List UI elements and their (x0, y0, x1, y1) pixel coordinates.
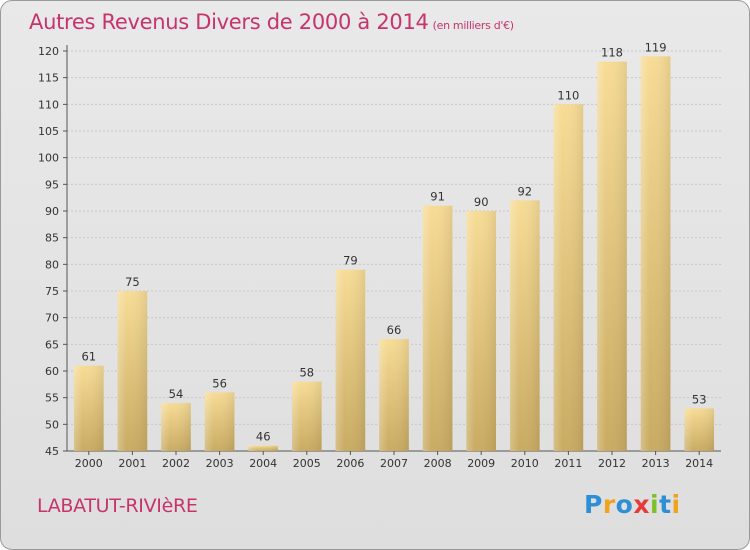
y-tick-label: 110 (38, 98, 59, 111)
x-tick-label: 2000 (75, 457, 103, 470)
y-tick-label: 100 (38, 152, 59, 165)
y-tick-label: 105 (38, 125, 59, 138)
value-label: 91 (430, 190, 445, 204)
value-label: 90 (474, 195, 489, 209)
value-label: 54 (169, 387, 184, 401)
x-tick-label: 2009 (467, 457, 495, 470)
x-tick-label: 2001 (118, 457, 146, 470)
bar-shade (553, 104, 584, 451)
x-axis-ticks: 2000 2001 2002 2003 2004 2005 2006 2007 2008 2009… (75, 451, 713, 470)
y-tick-label: 65 (45, 338, 59, 351)
logo-letter: i (671, 490, 681, 519)
bar-shade (640, 56, 671, 451)
logo-letter: r (602, 490, 616, 519)
y-tick-label: 80 (45, 258, 59, 271)
bars (73, 56, 715, 452)
x-tick-label: 2003 (206, 457, 234, 470)
value-labels: 61 75 54 56 46 58 79 66 91 90 92 110 118 119 53 (81, 40, 706, 443)
x-tick-label: 2004 (249, 457, 277, 470)
value-label: 53 (692, 392, 707, 406)
bar-shade (422, 205, 453, 451)
y-tick-label: 85 (45, 232, 59, 245)
value-label: 46 (256, 430, 271, 444)
y-tick-label: 60 (45, 365, 59, 378)
logo-letter: x (633, 490, 650, 519)
value-label: 119 (645, 40, 667, 54)
x-tick-label: 2005 (293, 457, 321, 470)
y-tick-label: 95 (45, 178, 59, 191)
proxiti-logo: Proxiti (584, 490, 681, 519)
bar-shade (335, 269, 366, 451)
value-label: 66 (387, 323, 402, 337)
bar-shade (291, 381, 322, 451)
logo-letter: i (650, 490, 660, 519)
bar-shade (73, 365, 104, 451)
y-tick-label: 70 (45, 312, 59, 325)
chart-title: Autres Revenus Divers de 2000 à 2014 (en … (29, 10, 514, 34)
logo-letter: P (584, 490, 603, 519)
bar-shade (684, 408, 715, 451)
bar-shade (509, 200, 540, 451)
x-tick-label: 2006 (336, 457, 364, 470)
bar-shade (248, 445, 279, 451)
value-label: 79 (343, 254, 358, 268)
y-tick-label: 120 (38, 45, 59, 58)
logo-letter: t (659, 490, 672, 519)
value-label: 118 (601, 46, 623, 60)
y-tick-label: 75 (45, 285, 59, 298)
x-tick-label: 2013 (642, 457, 670, 470)
chart-title-text: Autres Revenus Divers de 2000 à 2014 (29, 10, 429, 34)
y-axis-ticks: 45 50 55 60 65 70 75 80 85 90 95 100 105 110 115 120 (38, 45, 67, 458)
y-tick-label: 45 (45, 445, 59, 458)
value-label: 61 (81, 350, 96, 364)
value-label: 75 (125, 275, 140, 289)
y-tick-label: 50 (45, 418, 59, 431)
y-tick-label: 55 (45, 392, 59, 405)
x-tick-label: 2010 (511, 457, 539, 470)
value-label: 56 (212, 376, 227, 390)
value-label: 92 (517, 184, 532, 198)
logo-letter: o (615, 490, 634, 519)
commune-name: LABATUT-RIVIèRE (37, 495, 198, 517)
bar-shade (117, 291, 148, 451)
bar-shade (204, 392, 235, 451)
x-tick-label: 2008 (424, 457, 452, 470)
x-tick-label: 2012 (598, 457, 626, 470)
x-tick-label: 2014 (685, 457, 713, 470)
x-tick-label: 2007 (380, 457, 408, 470)
y-tick-label: 115 (38, 72, 59, 85)
value-label: 110 (557, 88, 579, 102)
value-label: 58 (299, 366, 314, 380)
bar-shade (379, 339, 409, 451)
x-tick-label: 2002 (162, 457, 190, 470)
x-tick-label: 2011 (554, 457, 582, 470)
bar-shade (161, 403, 191, 451)
bar-shade (466, 211, 497, 451)
chart-title-unit: (en milliers d'€) (432, 19, 514, 32)
y-tick-label: 90 (45, 205, 59, 218)
bar-shade (597, 61, 627, 452)
